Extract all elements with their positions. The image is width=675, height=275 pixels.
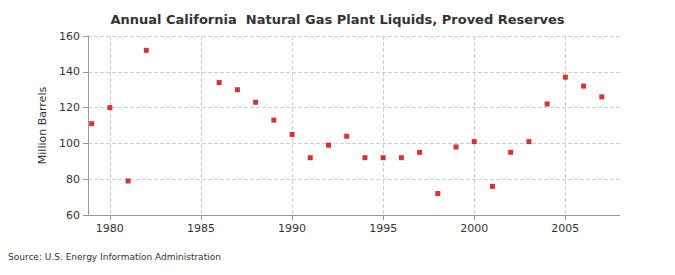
svg-text:120: 120 xyxy=(59,101,80,114)
svg-text:1985: 1985 xyxy=(187,222,215,235)
svg-text:100: 100 xyxy=(59,137,80,150)
svg-text:Annual California Natural Gas: Annual California Natural Gas Plant Liqu… xyxy=(110,12,564,27)
svg-text:80: 80 xyxy=(66,173,80,186)
svg-text:60: 60 xyxy=(66,209,80,222)
svg-text:Million Barrels: Million Barrels xyxy=(36,87,49,165)
svg-text:160: 160 xyxy=(59,30,80,43)
svg-text:140: 140 xyxy=(59,65,80,78)
svg-text:1995: 1995 xyxy=(369,222,397,235)
svg-text:2005: 2005 xyxy=(551,222,579,235)
svg-text:Source: U.S. Energy Informatio: Source: U.S. Energy Information Administ… xyxy=(8,252,221,262)
svg-text:2000: 2000 xyxy=(460,222,488,235)
svg-text:1990: 1990 xyxy=(278,222,306,235)
svg-text:1980: 1980 xyxy=(96,222,124,235)
